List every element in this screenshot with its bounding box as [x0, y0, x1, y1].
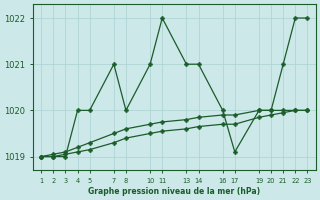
X-axis label: Graphe pression niveau de la mer (hPa): Graphe pression niveau de la mer (hPa): [88, 187, 260, 196]
